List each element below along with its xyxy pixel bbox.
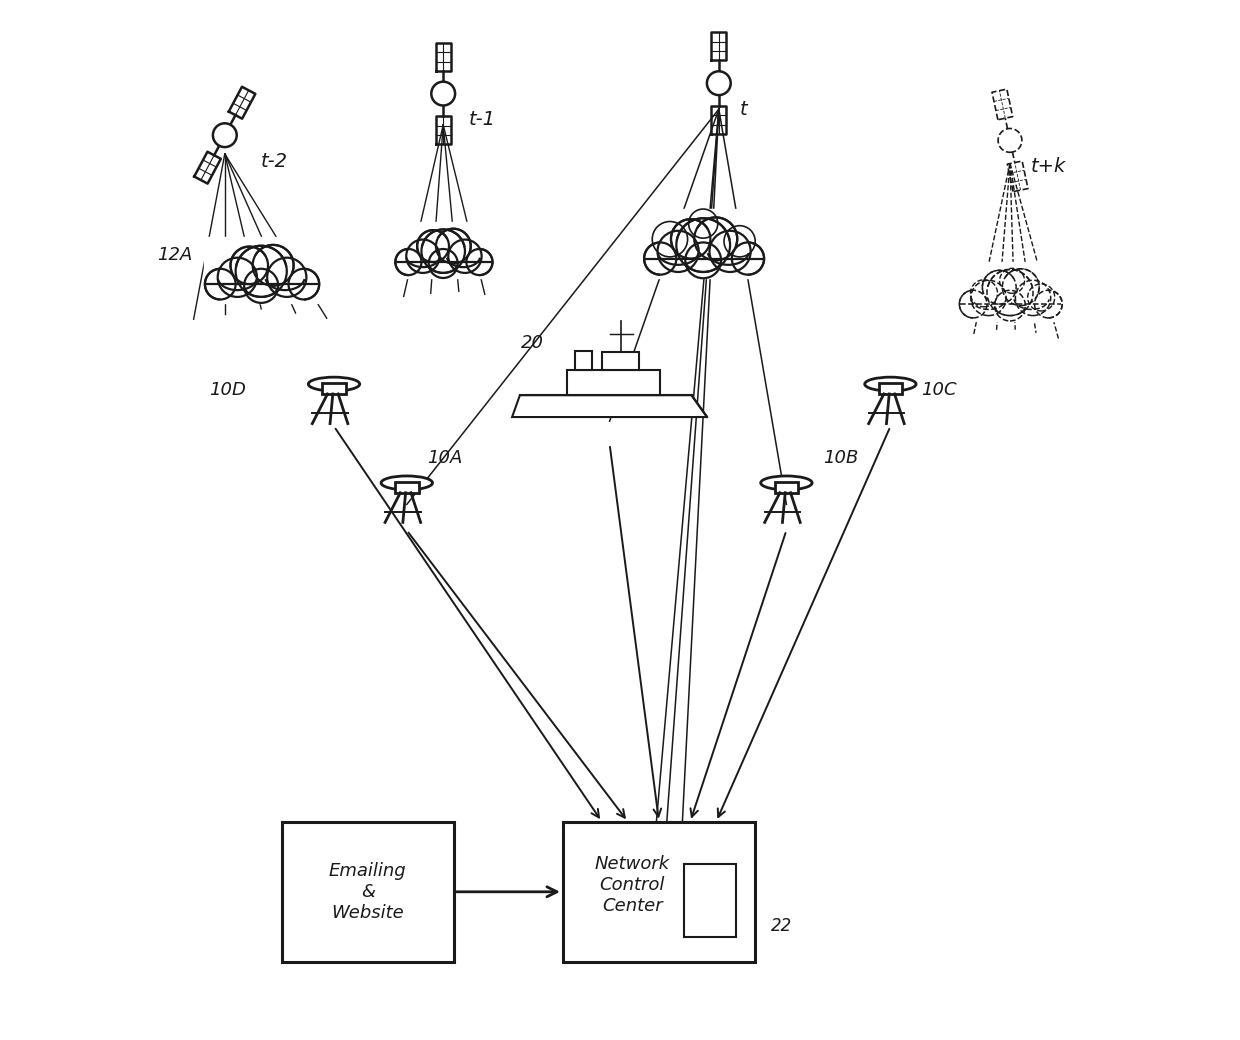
Circle shape [1034, 290, 1063, 318]
Circle shape [671, 219, 711, 259]
Circle shape [982, 270, 1016, 304]
Circle shape [236, 245, 286, 297]
Text: t-1: t-1 [469, 110, 496, 129]
Circle shape [1016, 281, 1050, 315]
Ellipse shape [760, 476, 812, 490]
Circle shape [694, 217, 738, 260]
FancyBboxPatch shape [396, 482, 419, 493]
Circle shape [707, 72, 730, 95]
Polygon shape [567, 370, 660, 395]
Ellipse shape [381, 476, 433, 490]
Text: 20: 20 [521, 334, 544, 353]
Ellipse shape [309, 378, 360, 391]
Circle shape [1002, 268, 1039, 306]
Circle shape [709, 231, 750, 272]
Circle shape [449, 239, 481, 272]
Circle shape [253, 244, 294, 286]
Circle shape [396, 249, 422, 276]
Circle shape [218, 258, 257, 297]
Circle shape [686, 242, 722, 279]
Polygon shape [959, 262, 1061, 321]
Circle shape [267, 258, 306, 297]
FancyBboxPatch shape [281, 822, 454, 962]
Text: 10B: 10B [823, 448, 858, 467]
Polygon shape [394, 223, 492, 278]
Circle shape [987, 269, 1033, 315]
Polygon shape [205, 237, 319, 303]
Text: 22: 22 [771, 916, 792, 935]
Circle shape [213, 124, 237, 147]
Text: 10D: 10D [208, 381, 246, 399]
Circle shape [289, 268, 319, 300]
FancyBboxPatch shape [563, 822, 755, 962]
Text: t: t [739, 100, 748, 119]
Circle shape [960, 290, 987, 318]
Ellipse shape [864, 378, 916, 391]
Circle shape [657, 231, 698, 272]
Circle shape [429, 249, 458, 278]
Text: 10A: 10A [428, 448, 463, 467]
Polygon shape [512, 395, 707, 417]
Circle shape [422, 230, 465, 272]
Text: Network
Control
Center: Network Control Center [594, 855, 670, 914]
Polygon shape [601, 353, 640, 370]
Circle shape [676, 218, 730, 272]
FancyBboxPatch shape [574, 350, 591, 370]
Circle shape [994, 290, 1025, 321]
FancyBboxPatch shape [879, 383, 903, 394]
Circle shape [231, 246, 268, 284]
Polygon shape [644, 209, 763, 279]
Circle shape [998, 129, 1022, 152]
Text: t+k: t+k [1030, 157, 1066, 176]
Circle shape [432, 82, 455, 105]
Text: t-2: t-2 [262, 152, 288, 171]
Circle shape [407, 239, 439, 272]
Text: 12A: 12A [157, 245, 192, 264]
FancyBboxPatch shape [775, 482, 799, 493]
Circle shape [436, 229, 471, 263]
Circle shape [244, 268, 278, 303]
Text: 10C: 10C [921, 381, 957, 399]
Circle shape [971, 281, 1006, 315]
Circle shape [466, 249, 492, 276]
Circle shape [732, 242, 764, 275]
Circle shape [417, 230, 449, 262]
FancyBboxPatch shape [322, 383, 346, 394]
Text: Emailing
&
Website: Emailing & Website [329, 862, 407, 921]
Circle shape [644, 242, 676, 275]
Circle shape [205, 268, 236, 300]
